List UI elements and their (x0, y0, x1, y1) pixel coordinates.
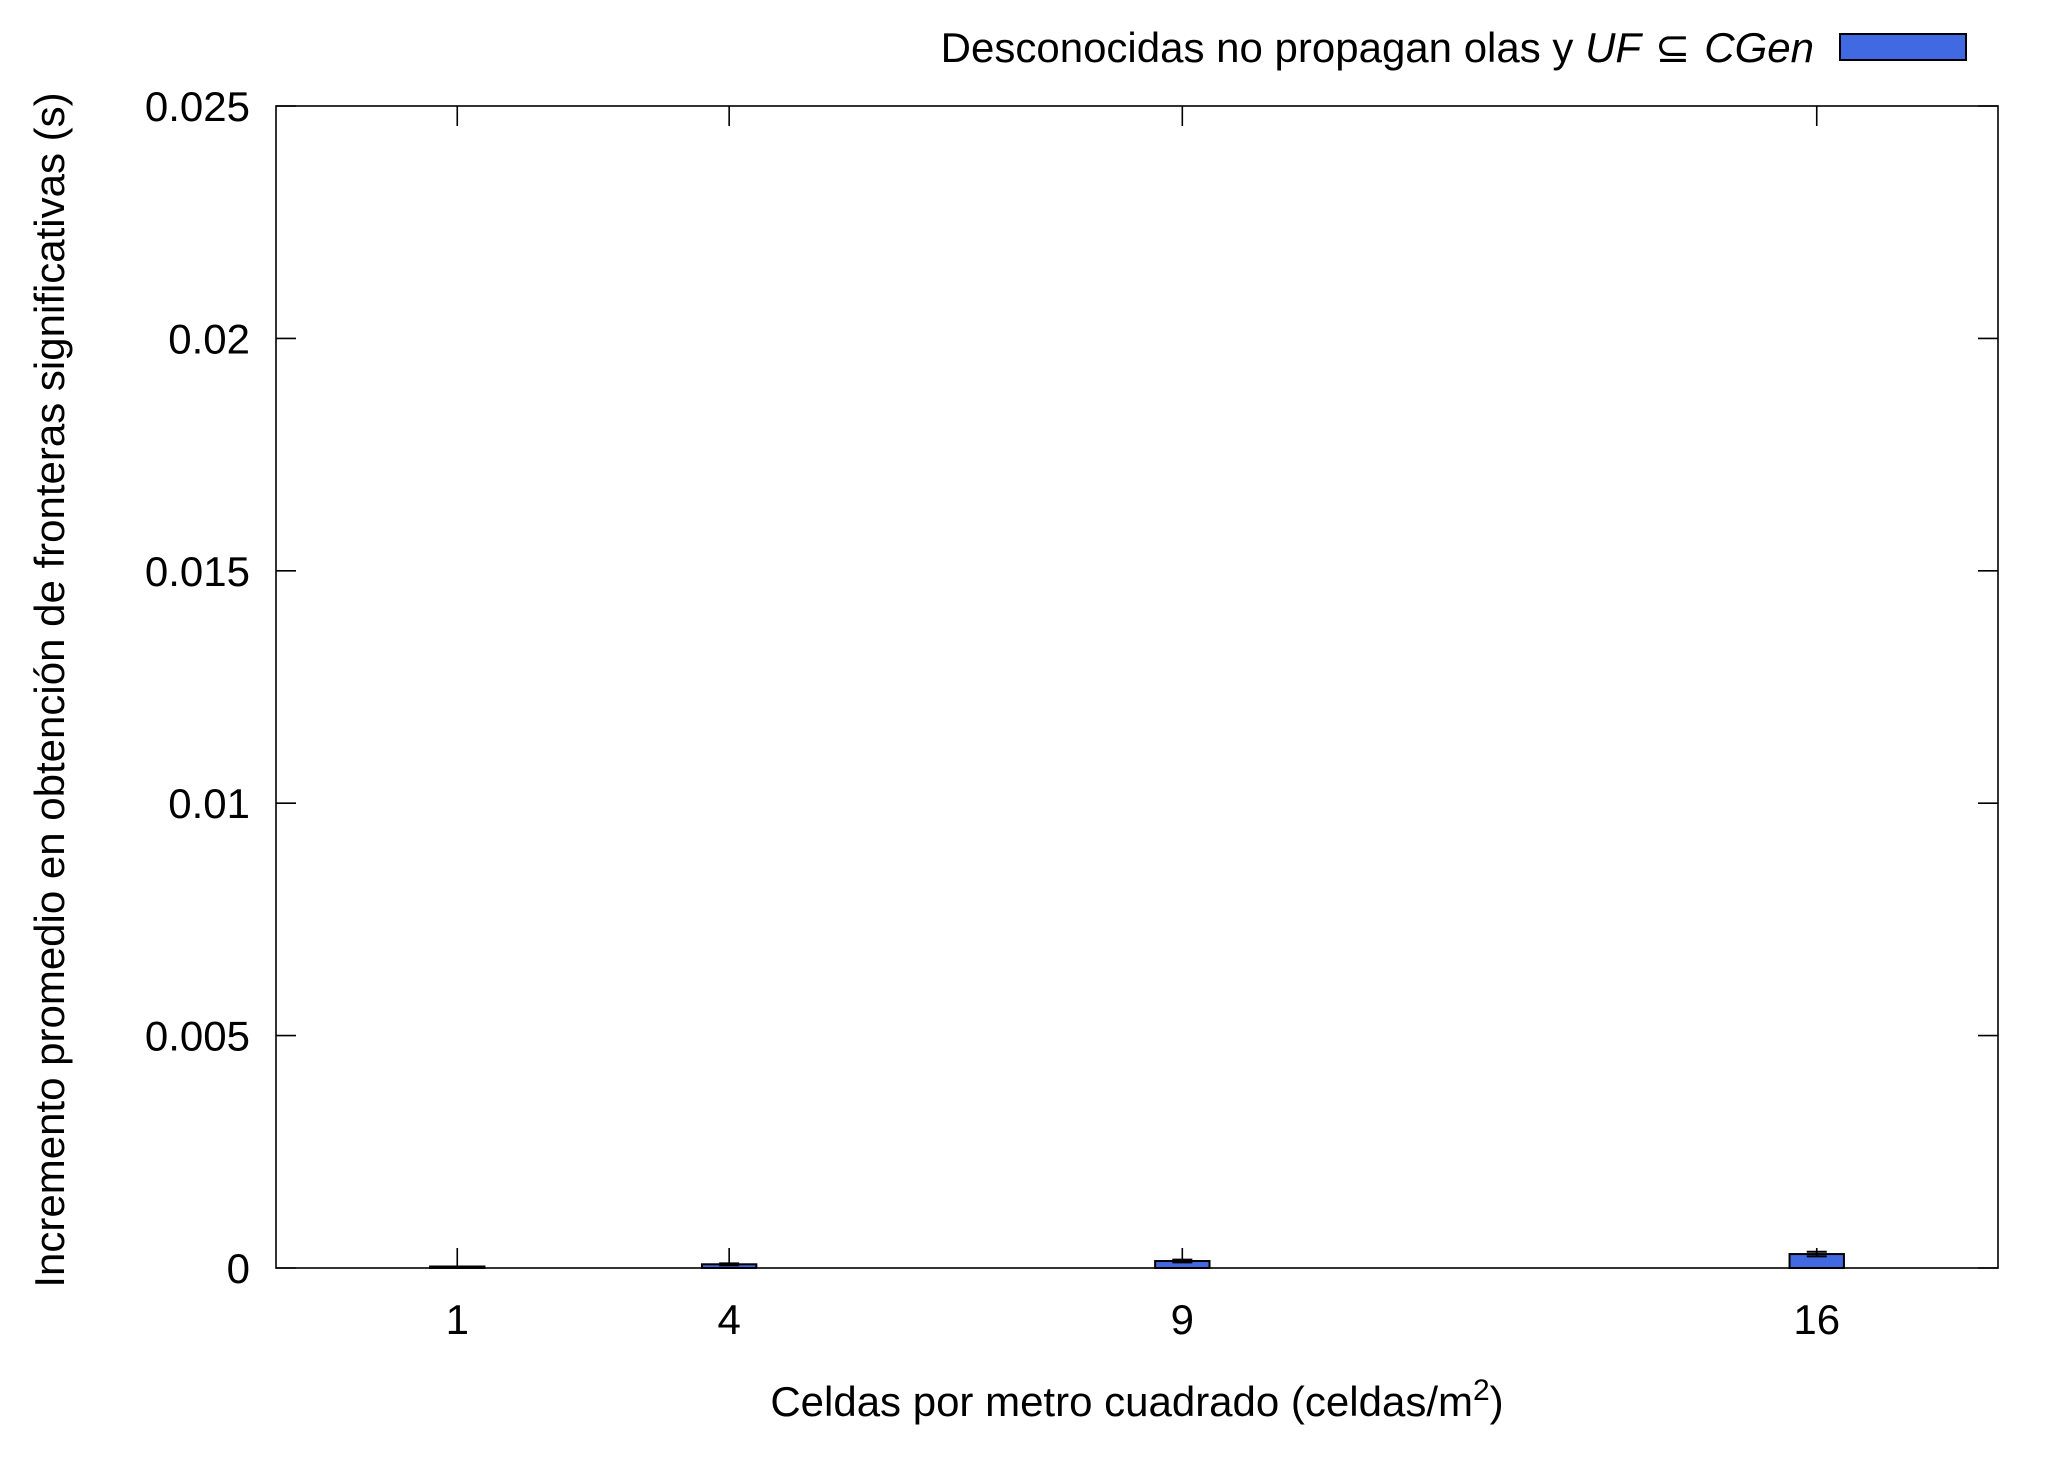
legend-label: Desconocidas no propagan olas y UF ⊆ CGen (941, 24, 1814, 71)
x-tick-label: 4 (717, 1296, 740, 1343)
legend: Desconocidas no propagan olas y UF ⊆ CGen (941, 24, 1967, 71)
error-bar (1172, 1258, 1193, 1264)
y-tick-label: 0.01 (168, 780, 250, 827)
y-axis-title: Incremento promedio en obtención de fron… (26, 92, 73, 1287)
x-tick-label: 1 (446, 1296, 469, 1343)
axis-ticks (276, 105, 1998, 1269)
y-tick-label: 0.025 (145, 83, 250, 130)
y-tick-label: 0.015 (145, 548, 250, 595)
plot-frame (275, 105, 1999, 1269)
y-tick-label: 0.02 (168, 315, 250, 362)
x-axis-title: Celdas por metro cuadrado (celdas/m2) (770, 1374, 1503, 1425)
error-bar (719, 1262, 740, 1267)
error-bar (1806, 1250, 1827, 1258)
legend-swatch (1839, 33, 1967, 61)
x-tick-label: 9 (1171, 1296, 1194, 1343)
bars (429, 1253, 1845, 1270)
y-tick-labels: 0 0.005 0.01 0.015 0.02 0.025 (145, 83, 250, 1292)
error-bars (447, 1250, 1827, 1269)
y-tick-label: 0.005 (145, 1013, 250, 1060)
y-tick-label: 0 (227, 1245, 250, 1292)
x-tick-labels: 1 4 9 16 (446, 1296, 1841, 1343)
x-tick-label: 16 (1793, 1296, 1840, 1343)
